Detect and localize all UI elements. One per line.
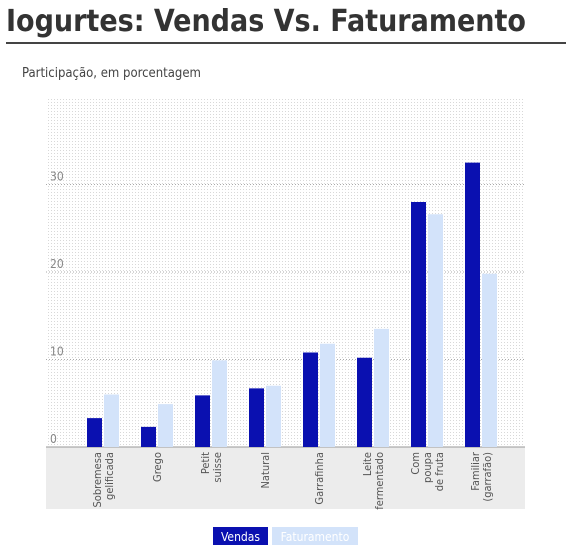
x-tick-label: Leitefermentado bbox=[361, 452, 386, 510]
bar bbox=[320, 343, 335, 447]
y-tick-label: 0 bbox=[50, 432, 57, 446]
y-tick-label: 30 bbox=[50, 170, 64, 184]
bar bbox=[249, 388, 264, 447]
bar bbox=[465, 162, 480, 447]
bar bbox=[87, 418, 102, 447]
bar bbox=[212, 360, 227, 447]
bar bbox=[104, 394, 119, 447]
bar bbox=[158, 404, 173, 447]
x-tick-label: Familiar(garrafão) bbox=[469, 451, 494, 502]
legend-label: Faturamento bbox=[281, 530, 350, 544]
chart-title: Iogurtes: Vendas Vs. Faturamento bbox=[6, 4, 526, 39]
bar bbox=[195, 395, 210, 447]
legend-swatch bbox=[213, 527, 268, 545]
x-tick-label: Grego bbox=[151, 452, 164, 482]
x-tick-label: Sobremesagelificada bbox=[91, 452, 116, 508]
x-tick-label: Garrafinha bbox=[313, 452, 326, 505]
chart-subtitle: Participação, em porcentagem bbox=[22, 66, 201, 81]
x-tick-label: Petitsuisse bbox=[199, 452, 224, 483]
legend-label: Vendas bbox=[221, 530, 260, 544]
bar bbox=[482, 273, 497, 447]
bar bbox=[266, 385, 281, 447]
x-tick-label: Natural bbox=[259, 452, 272, 489]
bar bbox=[411, 202, 426, 447]
y-tick-label: 20 bbox=[50, 257, 64, 271]
x-tick-label: Compoupade fruta bbox=[409, 452, 446, 491]
bar bbox=[141, 426, 156, 447]
legend-swatch bbox=[272, 527, 358, 545]
label-band bbox=[46, 447, 525, 509]
bar bbox=[357, 357, 372, 447]
bar bbox=[374, 328, 389, 447]
y-tick-label: 10 bbox=[50, 345, 64, 359]
bar bbox=[428, 214, 443, 447]
bar bbox=[303, 352, 318, 447]
